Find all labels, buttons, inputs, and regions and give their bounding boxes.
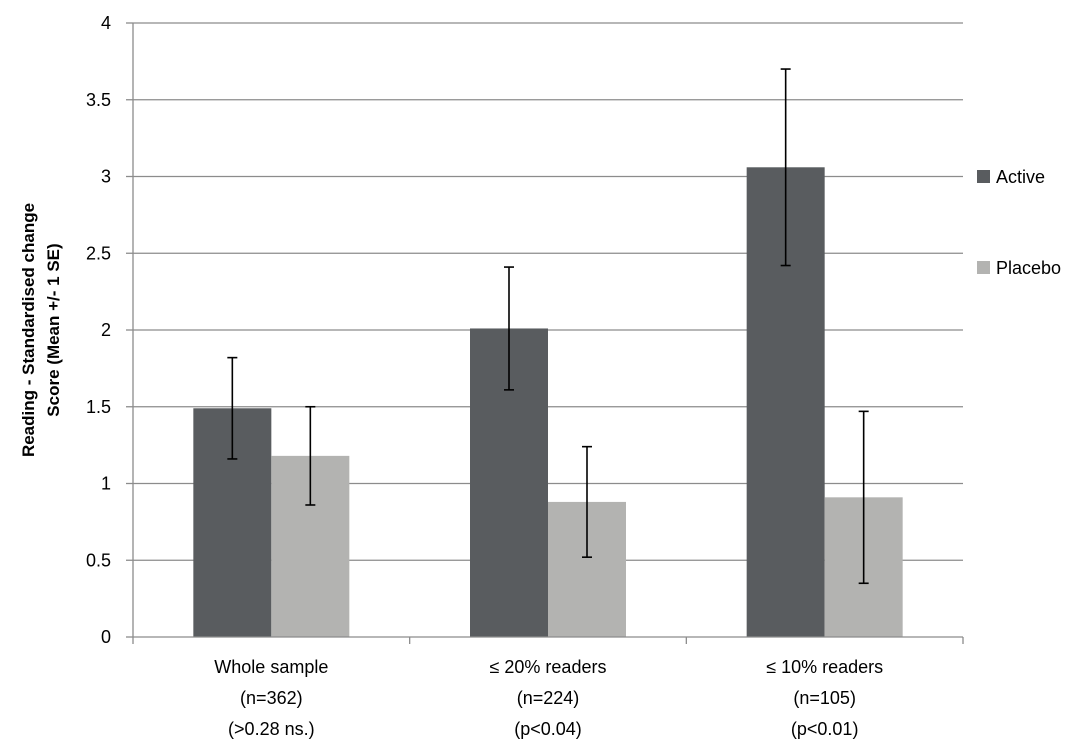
y-tick-labels: 0 0.5 1 1.5 2 2.5 3 3.5 4 [86,13,111,647]
y-tick-label: 1 [101,474,111,494]
category-label: ≤ 10% readers [766,657,883,677]
y-axis-label-line: Score (Mean +/- 1 SE) [44,243,63,416]
y-axis-label: Reading - Standardised change Score (Mean… [19,203,63,457]
category-label: Whole sample [214,657,328,677]
error-bars [227,68,869,585]
category-label: (n=105) [793,688,856,708]
category-label: (p<0.04) [514,719,582,739]
category-label: (p<0.01) [791,719,859,739]
y-tick-label: 0.5 [86,550,111,570]
y-tick-label: 3 [101,167,111,187]
category-labels: Whole sample (n=362) (>0.28 ns.) ≤ 20% read… [214,657,883,739]
category-label: (>0.28 ns.) [228,719,315,739]
legend-label-placebo: Placebo [996,258,1061,278]
category-label: (n=362) [240,688,303,708]
y-tick-label: 4 [101,13,111,33]
category-label: ≤ 20% readers [490,657,607,677]
legend-swatch-active [977,170,990,183]
bars [193,167,903,638]
legend-swatch-placebo [977,261,990,274]
category-label: (n=224) [517,688,580,708]
y-tick-label: 1.5 [86,397,111,417]
y-tick-label: 2.5 [86,243,111,263]
legend-label-active: Active [996,167,1045,187]
y-axis-label-line: Reading - Standardised change [19,203,38,457]
legend: Active Placebo [977,167,1061,278]
y-tick-label: 3.5 [86,90,111,110]
y-tick-label: 0 [101,627,111,647]
axes [126,22,964,644]
y-tick-label: 2 [101,320,111,340]
